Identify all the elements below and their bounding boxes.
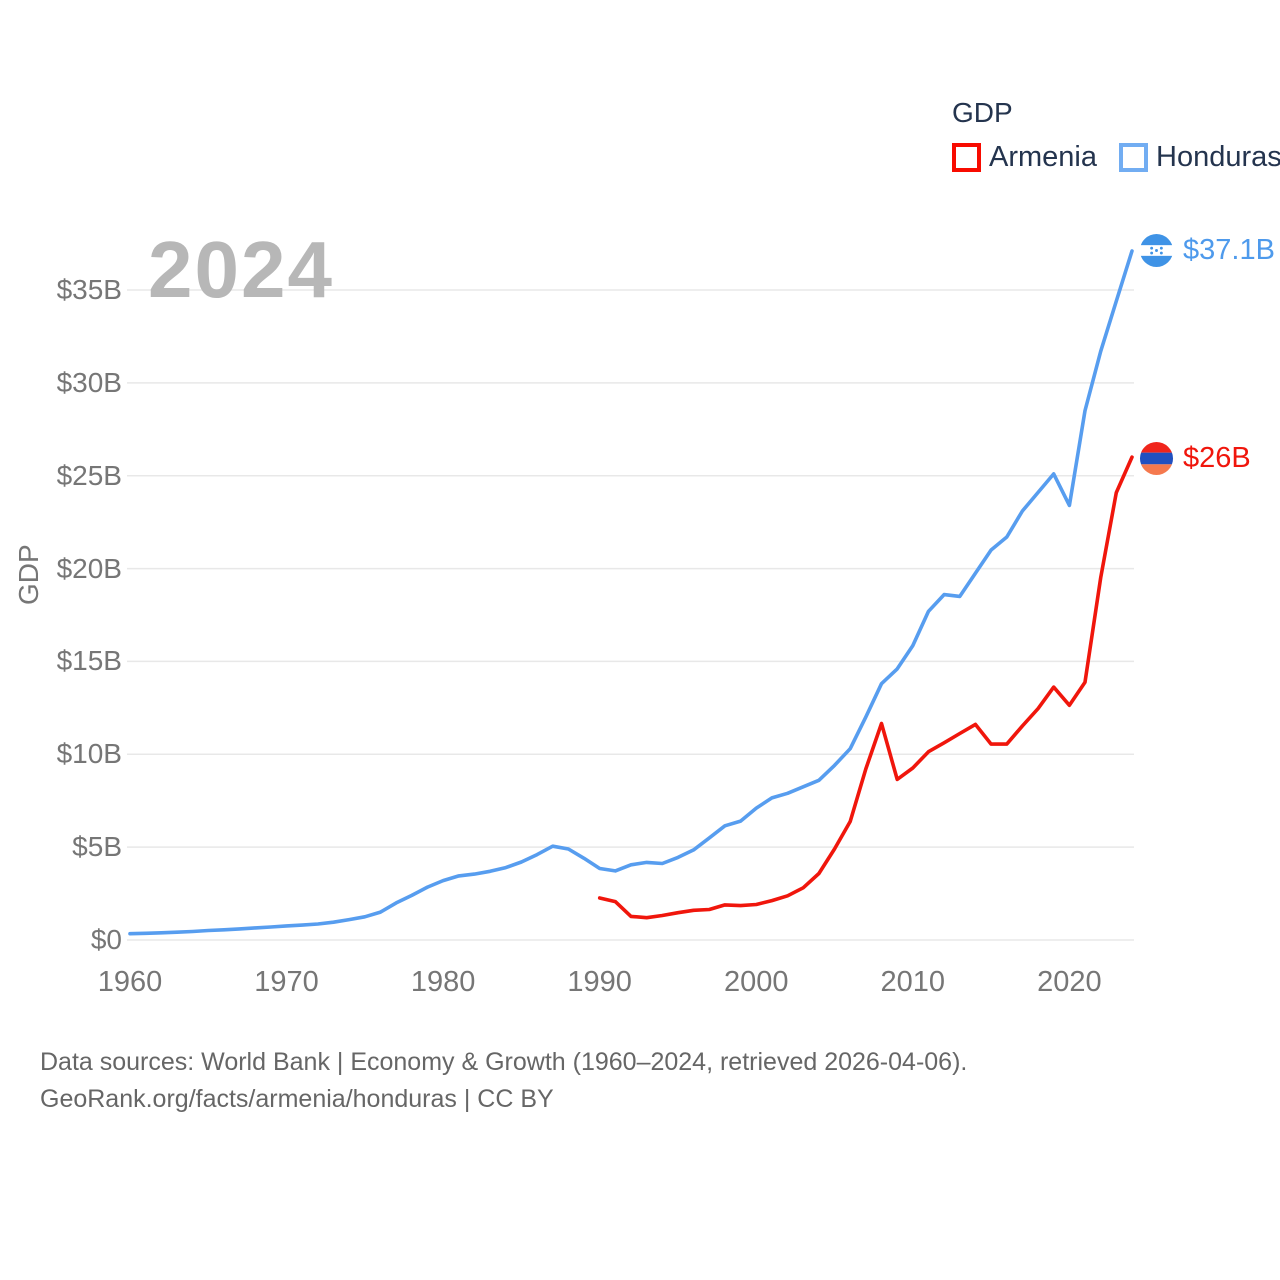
y-tick-label: $20B [56, 552, 122, 584]
x-tick-label: 1980 [410, 966, 476, 998]
honduras-swatch-icon [1119, 143, 1148, 172]
y-tick-label: $0 [90, 924, 122, 955]
armenia-end-value: $26B [1183, 442, 1251, 474]
data-sources-line2: GeoRank.org/facts/armenia/honduras | CC … [40, 1085, 554, 1113]
armenia-end-label: $26B [1139, 441, 1251, 476]
honduras-end-value: $37.1B [1183, 234, 1275, 266]
y-tick-label: $30B [56, 366, 122, 398]
honduras-gdp-line [128, 249, 1134, 936]
legend-title: GDP [952, 97, 1013, 128]
x-tick-label: 1970 [254, 966, 319, 998]
honduras-end-label: $37.1B [1139, 233, 1275, 268]
armenia-flag-icon [1139, 441, 1174, 476]
y-tick-label: $25B [56, 459, 122, 491]
legend-label-honduras: Honduras [1156, 141, 1280, 173]
y-tick-label: $15B [56, 645, 122, 677]
y-tick-label: $10B [56, 738, 122, 770]
legend-label-armenia: Armenia [989, 141, 1097, 173]
y-tick-label: $5B [72, 831, 122, 863]
x-tick-label: 2000 [723, 966, 789, 998]
legend-item-honduras[interactable]: Honduras [1119, 141, 1280, 174]
x-tick-label: 1990 [567, 966, 632, 998]
armenia-swatch-icon [952, 143, 981, 172]
watermark-year: 2024 [148, 225, 334, 314]
armenia-gdp-line [597, 455, 1134, 920]
y-tick-label: $35B [56, 274, 122, 305]
x-tick-label: 2010 [880, 966, 946, 998]
honduras-flag-icon [1139, 233, 1174, 268]
data-sources: Data sources: World Bank | Economy & Gro… [40, 1044, 967, 1118]
data-sources-line1: Data sources: World Bank | Economy & Gro… [40, 1048, 968, 1076]
legend-item-armenia[interactable]: Armenia [952, 141, 1097, 174]
legend: GDP Armenia Honduras [952, 97, 1280, 174]
x-tick-label: 2020 [1037, 966, 1102, 998]
x-tick-label: 1960 [97, 966, 163, 998]
